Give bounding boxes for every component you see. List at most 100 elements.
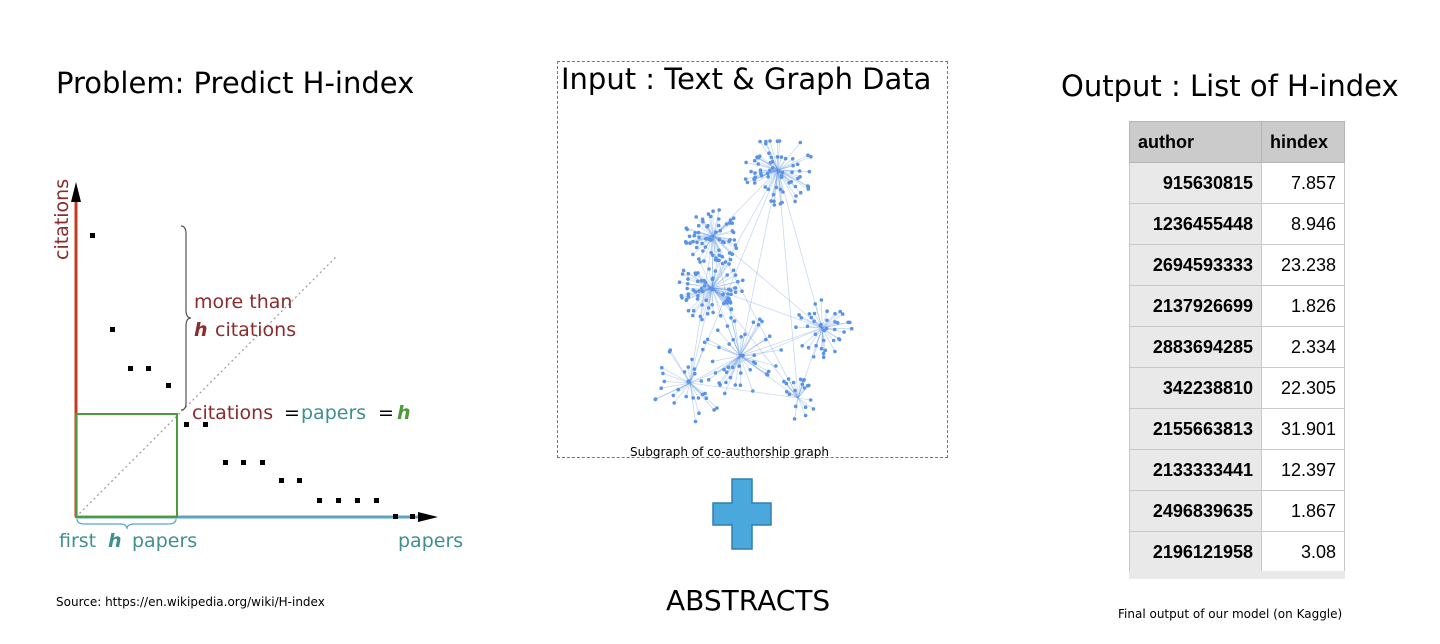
graph-node bbox=[692, 233, 697, 238]
graph-node bbox=[848, 320, 852, 325]
graph-node bbox=[748, 368, 752, 372]
graph-node bbox=[697, 289, 701, 293]
problem-title: Problem: Predict H-index bbox=[56, 66, 415, 100]
hindex-cell[interactable]: 1.826 bbox=[1261, 285, 1345, 327]
graph-node bbox=[794, 325, 798, 329]
graph-node bbox=[819, 322, 823, 327]
first-papers-label: papers bbox=[132, 530, 197, 552]
hindex-cell[interactable]: 2.334 bbox=[1261, 326, 1345, 368]
graph-edge bbox=[754, 169, 779, 174]
graph-node bbox=[705, 337, 710, 342]
graph-edge bbox=[673, 382, 691, 396]
graph-node bbox=[702, 340, 707, 345]
graph-node bbox=[730, 221, 734, 225]
graph-node bbox=[725, 324, 730, 328]
author-cell[interactable]: 1236455448 bbox=[1129, 203, 1262, 245]
hindex-cell[interactable]: 22.305 bbox=[1261, 367, 1345, 409]
graph-edge bbox=[801, 317, 823, 329]
graph-edge bbox=[711, 269, 734, 289]
graph-node bbox=[805, 383, 810, 388]
author-cell[interactable]: 2155663813 bbox=[1129, 408, 1262, 450]
graph-edge bbox=[751, 169, 779, 172]
graph-edge bbox=[754, 169, 779, 184]
graph-edge bbox=[689, 382, 696, 422]
graph-edge bbox=[673, 382, 691, 404]
graph-edge bbox=[711, 287, 799, 399]
author-cell[interactable]: 2496839635 bbox=[1129, 490, 1262, 532]
graph-edge bbox=[687, 283, 713, 289]
hindex-column-header[interactable]: hindex bbox=[1261, 121, 1345, 163]
graph-node bbox=[786, 377, 791, 381]
graph-node bbox=[835, 321, 840, 325]
author-cell[interactable]: 2196121958 bbox=[1129, 531, 1262, 573]
graph-node bbox=[790, 170, 794, 174]
graph-node bbox=[825, 309, 829, 313]
graph-node bbox=[808, 398, 813, 402]
graph-edge bbox=[689, 382, 799, 399]
hindex-cell[interactable]: 3.08 bbox=[1261, 531, 1345, 573]
graph-edge bbox=[708, 268, 713, 289]
graph-node bbox=[802, 386, 807, 390]
graph-node bbox=[711, 276, 715, 280]
graph-node bbox=[833, 349, 837, 354]
hindex-cell[interactable]: 8.946 bbox=[1261, 203, 1345, 245]
graph-node bbox=[695, 240, 699, 245]
graph-node bbox=[717, 345, 721, 350]
graph-node bbox=[779, 174, 784, 178]
graph-node bbox=[765, 171, 770, 176]
hindex-cell[interactable]: 31.901 bbox=[1261, 408, 1345, 450]
graph-edge bbox=[767, 169, 779, 178]
graph-edge bbox=[712, 235, 733, 255]
author-cell[interactable]: 2137926699 bbox=[1129, 285, 1262, 327]
graph-node bbox=[728, 238, 732, 242]
hindex-cell[interactable]: 1.867 bbox=[1261, 490, 1345, 532]
graph-node bbox=[806, 345, 811, 350]
graph-node bbox=[756, 162, 760, 166]
graph-node bbox=[725, 298, 729, 303]
graph-node bbox=[721, 292, 725, 297]
graph-node bbox=[733, 273, 738, 277]
graph-node bbox=[797, 313, 801, 317]
graph-edge bbox=[705, 287, 713, 301]
graph-edge bbox=[711, 287, 729, 290]
graph-node bbox=[700, 392, 705, 397]
graph-node bbox=[794, 194, 798, 198]
table-row: 342238810 22.305 bbox=[1129, 367, 1345, 409]
hindex-cell[interactable]: 7.857 bbox=[1261, 162, 1345, 204]
graph-edge bbox=[773, 169, 779, 202]
graph-edge bbox=[711, 287, 732, 310]
graph-edge bbox=[821, 327, 825, 341]
graph-node bbox=[706, 306, 711, 310]
author-cell[interactable]: 2133333441 bbox=[1129, 449, 1262, 491]
hindex-cell[interactable]: 12.397 bbox=[1261, 449, 1345, 491]
author-cell[interactable]: 2694593333 bbox=[1129, 244, 1262, 286]
graph-edge bbox=[758, 163, 779, 171]
author-column-header[interactable]: author bbox=[1129, 121, 1262, 163]
graph-node bbox=[661, 371, 665, 376]
graph-node bbox=[824, 326, 829, 331]
graph-node bbox=[779, 155, 784, 159]
graph-edge bbox=[813, 327, 823, 357]
graph-edge bbox=[711, 287, 722, 316]
more-than-brace bbox=[180, 225, 192, 411]
graph-node bbox=[711, 287, 715, 292]
graph-edge bbox=[662, 373, 691, 384]
hindex-table: author hindex 915630815 7.857 1236455448 8… bbox=[1129, 121, 1345, 573]
graph-node bbox=[720, 255, 724, 259]
graph-node bbox=[686, 365, 691, 369]
graph-node bbox=[711, 209, 715, 213]
graph-node bbox=[700, 317, 704, 322]
graph-edge bbox=[777, 169, 823, 329]
graph-edge bbox=[739, 339, 767, 357]
graph-node bbox=[769, 199, 773, 203]
hindex-cell[interactable]: 23.238 bbox=[1261, 244, 1345, 286]
graph-edge bbox=[689, 382, 715, 411]
graph-edge bbox=[776, 169, 779, 188]
author-cell[interactable]: 342238810 bbox=[1129, 367, 1262, 409]
graph-edge bbox=[712, 235, 730, 242]
author-cell[interactable]: 915630815 bbox=[1129, 162, 1262, 204]
author-cell[interactable]: 2883694285 bbox=[1129, 326, 1262, 368]
graph-node bbox=[832, 327, 837, 332]
graph-node bbox=[767, 151, 771, 155]
graph-node bbox=[693, 289, 698, 294]
